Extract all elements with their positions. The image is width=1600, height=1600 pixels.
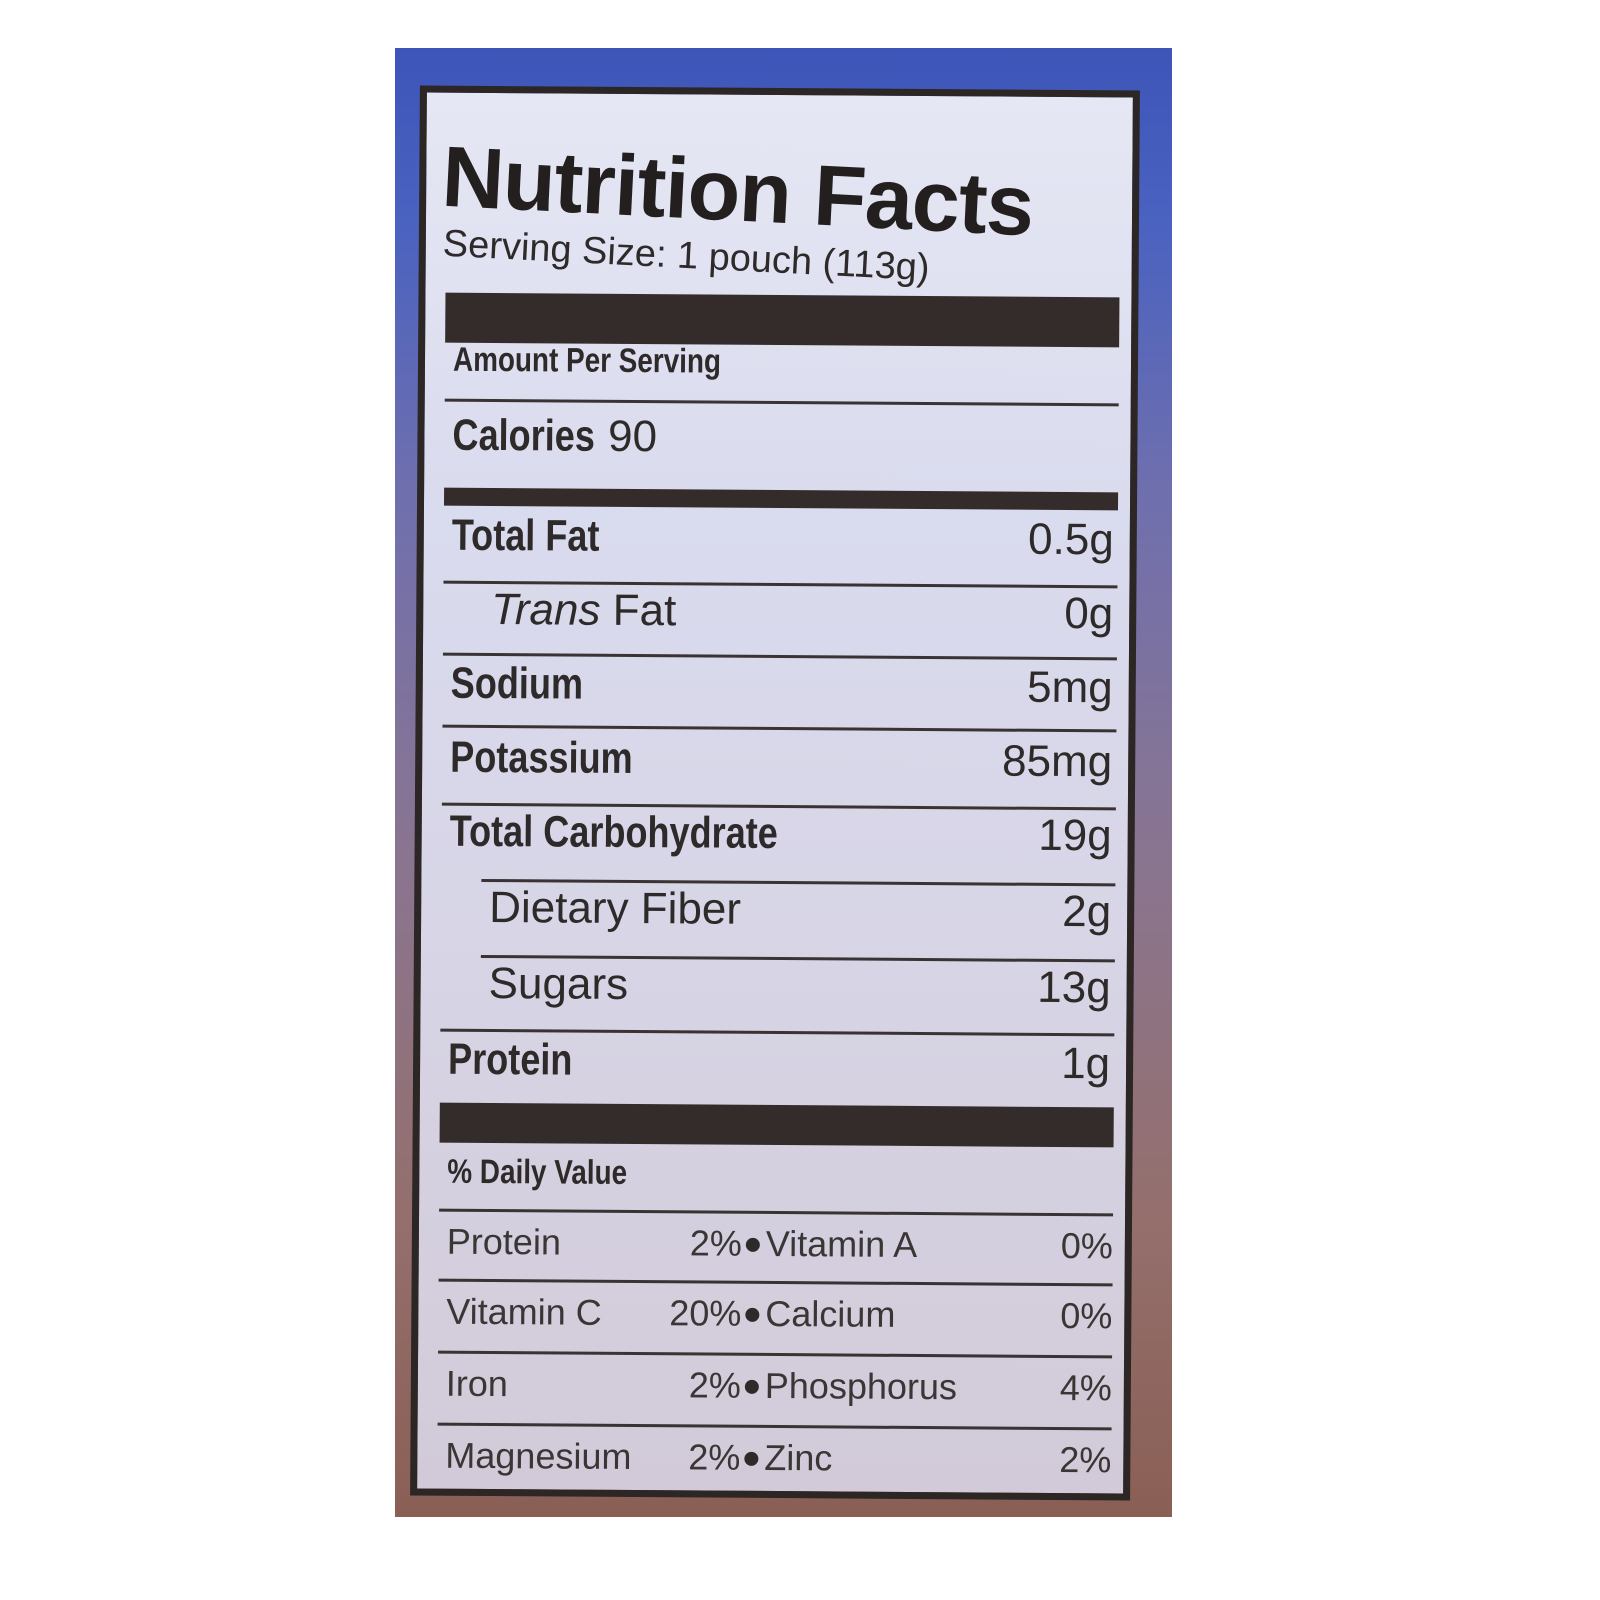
divider <box>439 1208 1114 1217</box>
dv-right-value: 4% <box>1059 1367 1112 1409</box>
calories-row: Calories 90 <box>452 411 1114 466</box>
nutrient-label: Protein <box>447 1034 573 1085</box>
nutrient-value: 1g <box>1060 1039 1111 1089</box>
daily-value-row: Magnesium 2% Zinc 2% <box>445 1435 1111 1482</box>
nutrient-label: Total Fat <box>451 510 600 561</box>
dv-left-value: 2% <box>688 1436 741 1478</box>
dv-right-value: 2% <box>1059 1439 1112 1481</box>
divider <box>438 1350 1113 1359</box>
nutrient-value: 85mg <box>1001 736 1113 787</box>
product-photo: Nutrition Facts Serving Size: 1 pouch (1… <box>395 48 1172 1517</box>
nutrient-value: 5mg <box>1026 662 1113 713</box>
dv-right-value: 0% <box>1060 1225 1113 1267</box>
divider <box>442 724 1117 733</box>
daily-value-heading: % Daily Value <box>447 1152 628 1192</box>
nutrient-label: Trans <box>491 585 601 635</box>
dv-right-value: 0% <box>1060 1295 1113 1337</box>
daily-value-row: Protein 2% Vitamin A 0% <box>447 1221 1113 1268</box>
bullet-icon <box>745 1307 760 1322</box>
nutrient-value: 19g <box>1038 810 1112 861</box>
nutrient-label: Sodium <box>450 658 584 709</box>
calories-value: 90 <box>607 411 658 462</box>
nutrient-row-sodium: Sodium 5mg <box>451 659 1113 714</box>
dv-right-label: Vitamin A <box>765 1222 918 1266</box>
nutrient-value: 0g <box>1064 589 1114 639</box>
dv-right-label: Zinc <box>764 1436 833 1479</box>
dv-left-label: Iron <box>445 1362 509 1405</box>
nutrient-row-trans-fat: Trans Fat 0g <box>451 585 1113 640</box>
thick-divider <box>445 292 1120 348</box>
nutrient-row-total-fat: Total Fat 0.5g <box>452 511 1114 566</box>
dv-right-label: Phosphorus <box>764 1364 958 1408</box>
dv-left-label: Magnesium <box>445 1434 632 1478</box>
divider <box>437 1422 1112 1431</box>
nutrient-label: Potassium <box>450 732 633 784</box>
nutrient-row-potassium: Potassium 85mg <box>450 733 1112 788</box>
medium-divider <box>443 487 1119 511</box>
dv-right-label: Calcium <box>765 1292 896 1335</box>
nutrient-row-dietary-fiber: Dietary Fiber 2g <box>449 883 1111 938</box>
nutrient-label: Total Carbohydrate <box>449 806 778 859</box>
amount-per-serving-row: Amount Per Serving <box>453 341 1115 385</box>
nutrient-row-protein: Protein 1g <box>448 1035 1110 1090</box>
nutrient-value: 0.5g <box>1027 514 1114 565</box>
dv-left-label: Protein <box>446 1220 562 1263</box>
nutrient-label-suffix: Fat <box>600 585 677 636</box>
nutrient-label: Dietary Fiber <box>489 883 742 934</box>
nutrient-row-total-carbohydrate: Total Carbohydrate 19g <box>450 807 1112 862</box>
thick-divider <box>439 1102 1114 1148</box>
dv-left-value: 2% <box>689 1222 742 1264</box>
daily-value-heading-row: % Daily Value <box>447 1153 1109 1197</box>
dv-left-value: 20% <box>669 1292 742 1334</box>
nutrition-facts-label: Nutrition Facts Serving Size: 1 pouch (1… <box>410 85 1140 1501</box>
nutrient-value: 2g <box>1062 887 1112 937</box>
dv-left-value: 2% <box>688 1364 742 1406</box>
bullet-icon <box>744 1451 759 1466</box>
calories-label: Calories <box>452 410 596 461</box>
daily-value-row: Vitamin C 20% Calcium 0% <box>446 1291 1112 1338</box>
dv-left-label: Vitamin C <box>446 1290 602 1333</box>
bullet-icon <box>744 1379 759 1394</box>
divider <box>444 398 1119 407</box>
daily-value-row: Iron 2% Phosphorus 4% <box>446 1363 1112 1410</box>
nutrient-value: 13g <box>1037 962 1111 1013</box>
nutrient-row-sugars: Sugars 13g <box>448 959 1110 1014</box>
nutrient-label: Sugars <box>488 959 629 1009</box>
divider <box>438 1278 1113 1287</box>
amount-per-serving: Amount Per Serving <box>452 340 722 381</box>
bullet-icon <box>745 1237 760 1252</box>
